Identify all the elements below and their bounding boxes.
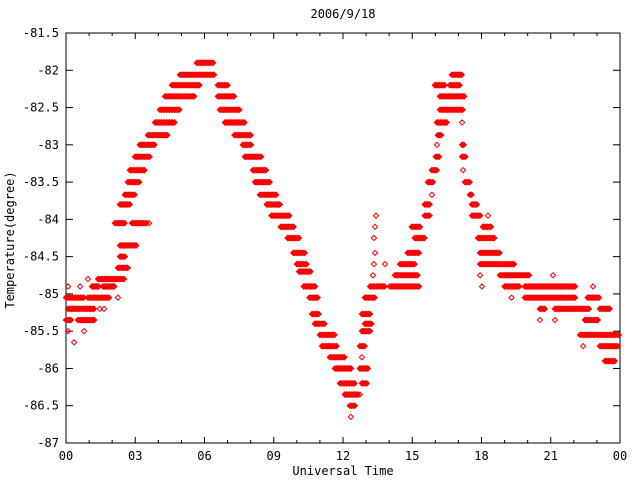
y-tick-label: -82.5 bbox=[23, 101, 59, 115]
chart-title: 2006/9/18 bbox=[310, 7, 376, 21]
y-tick-label: -84 bbox=[37, 212, 59, 226]
data-points-filled bbox=[62, 59, 623, 410]
x-axis-title: Universal Time bbox=[292, 464, 394, 478]
y-tick-label: -83.5 bbox=[23, 175, 59, 189]
y-tick-label: -85 bbox=[37, 287, 59, 301]
x-tick-label: 15 bbox=[405, 449, 419, 463]
y-tick-label: -84.5 bbox=[23, 250, 59, 264]
y-tick-label: -85.5 bbox=[23, 324, 59, 338]
y-tick-label: -81.5 bbox=[23, 26, 59, 40]
y-tick-label: -82 bbox=[37, 63, 59, 77]
y-tick-label: -87 bbox=[37, 436, 59, 450]
y-tick-label: -86.5 bbox=[23, 399, 59, 413]
x-tick-label: 18 bbox=[474, 449, 488, 463]
y-tick-label: -86 bbox=[37, 361, 59, 375]
x-tick-label: 03 bbox=[128, 449, 142, 463]
x-tick-label: 00 bbox=[613, 449, 627, 463]
data-points-open bbox=[64, 119, 597, 421]
x-tick-label: 00 bbox=[59, 449, 73, 463]
x-tick-label: 09 bbox=[267, 449, 281, 463]
x-tick-label: 21 bbox=[544, 449, 558, 463]
x-tick-label: 12 bbox=[336, 449, 350, 463]
y-tick-label: -83 bbox=[37, 138, 59, 152]
x-tick-label: 06 bbox=[197, 449, 211, 463]
